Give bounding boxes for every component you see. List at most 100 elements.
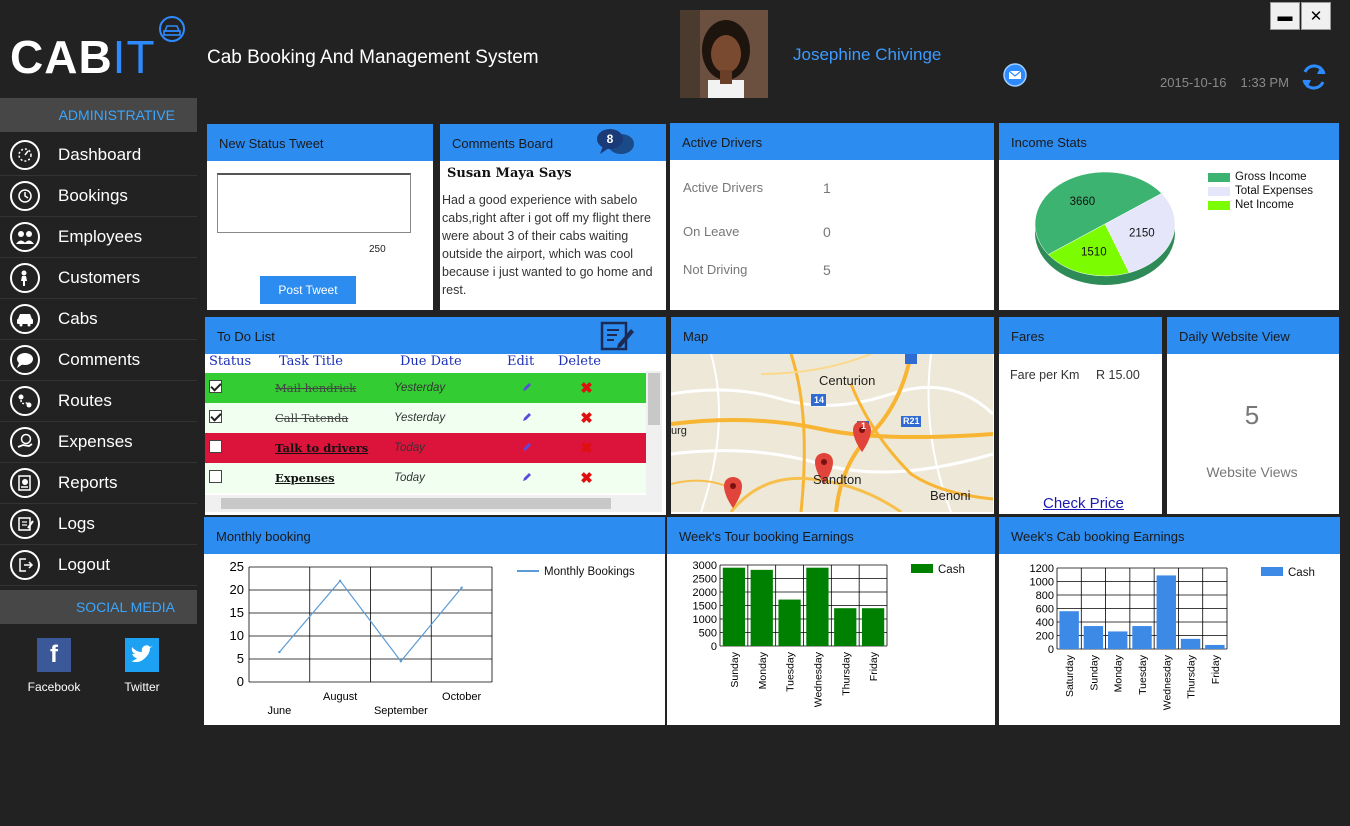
legend-swatch bbox=[1208, 200, 1230, 210]
legend-swatch bbox=[1261, 567, 1283, 576]
pencil-icon[interactable] bbox=[522, 412, 532, 422]
column-header-task[interactable]: Task Title bbox=[279, 354, 343, 369]
note-edit-icon[interactable] bbox=[599, 319, 635, 353]
due-date: Yesterday bbox=[394, 382, 446, 394]
map-view[interactable]: Centurion Sandton Benoni urg 14 1 R21 bbox=[671, 354, 993, 512]
pencil-icon[interactable] bbox=[522, 472, 532, 482]
road-shield: R21 bbox=[903, 416, 920, 426]
mail-icon[interactable] bbox=[1003, 63, 1027, 87]
data-point bbox=[399, 660, 403, 663]
comments-count-icon[interactable]: 8 bbox=[595, 126, 637, 160]
bar bbox=[778, 599, 801, 646]
legend-entry-gross-income: Gross Income bbox=[1208, 170, 1313, 184]
column-header-delete[interactable]: Delete bbox=[558, 354, 601, 369]
status-cell bbox=[205, 470, 271, 486]
bar bbox=[806, 567, 829, 646]
scrollbar-thumb[interactable] bbox=[221, 498, 611, 509]
y-tick-label: 0 bbox=[237, 674, 244, 689]
bar bbox=[1132, 626, 1152, 649]
sidebar-item-logs[interactable]: Logs bbox=[0, 504, 197, 545]
x-tick-label: June bbox=[267, 705, 291, 717]
sidebar-item-reports[interactable]: Reports bbox=[0, 463, 197, 504]
sidebar-item-employees[interactable]: Employees bbox=[0, 217, 197, 258]
x-tick-label: Sunday bbox=[729, 651, 741, 687]
series-line bbox=[278, 579, 463, 663]
status-checkbox[interactable] bbox=[209, 470, 222, 483]
sidebar-item-label: Dashboard bbox=[58, 145, 142, 164]
comments-icon bbox=[10, 345, 40, 375]
website-view-panel: Daily Website View 5 Website Views bbox=[1167, 317, 1339, 514]
column-header-status[interactable]: Status bbox=[209, 354, 252, 369]
pencil-icon[interactable] bbox=[522, 442, 532, 452]
legend-swatch bbox=[1208, 172, 1230, 182]
sidebar-item-customers[interactable]: Customers bbox=[0, 258, 197, 299]
post-tweet-button[interactable]: Post Tweet bbox=[260, 276, 356, 304]
y-tick-label: 1500 bbox=[693, 601, 717, 613]
user-name[interactable]: Josephine Chivinge bbox=[793, 45, 942, 64]
scrollbar-thumb[interactable] bbox=[648, 373, 660, 425]
due-date: Today bbox=[394, 442, 425, 454]
delete-icon[interactable]: ✖ bbox=[580, 410, 593, 427]
table-row[interactable]: Call Tatenda Yesterday ✖ bbox=[205, 403, 646, 433]
x-tick-label: Saturday bbox=[1064, 654, 1076, 697]
close-button[interactable]: ✕ bbox=[1301, 2, 1331, 30]
x-tick-label: Tuesday bbox=[1137, 654, 1149, 695]
delete-cell: ✖ bbox=[554, 439, 619, 457]
column-header-edit[interactable]: Edit bbox=[507, 354, 535, 369]
x-tick-label: Thursday bbox=[840, 651, 852, 696]
table-row[interactable]: Talk to drivers Today ✖ bbox=[205, 433, 646, 463]
todo-vertical-scrollbar[interactable] bbox=[646, 371, 662, 495]
sidebar-nav: Dashboard Bookings Employees Customers C… bbox=[0, 135, 197, 586]
sidebar-item-routes[interactable]: Routes bbox=[0, 381, 197, 422]
x-tick-label: Friday bbox=[868, 651, 880, 681]
sidebar-item-logout[interactable]: Logout bbox=[0, 545, 197, 586]
edit-cell bbox=[499, 471, 554, 485]
check-price-link[interactable]: Check Price bbox=[1043, 495, 1124, 512]
user-avatar[interactable] bbox=[680, 10, 768, 98]
sidebar-item-bookings[interactable]: Bookings bbox=[0, 176, 197, 217]
sidebar-item-comments[interactable]: Comments bbox=[0, 340, 197, 381]
road-shield: 1 bbox=[861, 421, 867, 431]
employees-icon bbox=[10, 222, 40, 252]
bar bbox=[861, 608, 885, 646]
todo-horizontal-scrollbar[interactable] bbox=[205, 495, 662, 512]
current-date: 2015-10-16 bbox=[1160, 75, 1227, 90]
sidebar-item-label: Routes bbox=[58, 391, 112, 410]
legend-entry-total-expenses: Total Expenses bbox=[1208, 184, 1313, 198]
delete-icon[interactable]: ✖ bbox=[580, 380, 593, 397]
delete-icon[interactable]: ✖ bbox=[580, 470, 593, 487]
sidebar-item-label: Logs bbox=[58, 514, 95, 533]
sidebar-item-label: Logout bbox=[58, 555, 110, 574]
refresh-icon[interactable] bbox=[1299, 62, 1329, 92]
logo-text-cab: CAB bbox=[10, 31, 113, 83]
x-tick-label: Thursday bbox=[1186, 654, 1198, 699]
column-header-due[interactable]: Due Date bbox=[400, 354, 462, 369]
x-tick-label: October bbox=[442, 691, 481, 703]
cab-icon bbox=[10, 304, 40, 334]
y-tick-label: 600 bbox=[1036, 604, 1054, 616]
facebook-link[interactable]: f Facebook bbox=[14, 638, 94, 694]
delete-icon[interactable]: ✖ bbox=[580, 440, 593, 457]
y-tick-label: 10 bbox=[230, 628, 244, 643]
sidebar-item-dashboard[interactable]: Dashboard bbox=[0, 135, 197, 176]
expenses-icon bbox=[10, 427, 40, 457]
bar bbox=[1108, 631, 1128, 649]
pencil-icon[interactable] bbox=[522, 382, 532, 392]
panel-title: Week's Tour booking Earnings bbox=[667, 517, 995, 554]
minimize-button[interactable]: ▬ bbox=[1270, 2, 1300, 30]
sidebar-item-expenses[interactable]: Expenses bbox=[0, 422, 197, 463]
y-tick-label: 1000 bbox=[693, 614, 717, 626]
map-panel: Map bbox=[671, 317, 994, 514]
table-row[interactable]: Mail hendrick Yesterday ✖ bbox=[205, 373, 646, 403]
sidebar-item-cabs[interactable]: Cabs bbox=[0, 299, 197, 340]
status-checkbox[interactable] bbox=[209, 380, 222, 393]
legend-label: Cash bbox=[938, 564, 965, 576]
twitter-link[interactable]: Twitter bbox=[102, 638, 182, 694]
bar bbox=[1180, 638, 1201, 649]
status-checkbox[interactable] bbox=[209, 410, 222, 423]
tweet-input[interactable] bbox=[217, 173, 411, 233]
status-checkbox[interactable] bbox=[209, 440, 222, 453]
table-row[interactable]: Expenses Today ✖ bbox=[205, 463, 646, 493]
y-tick-label: 2500 bbox=[693, 574, 717, 586]
